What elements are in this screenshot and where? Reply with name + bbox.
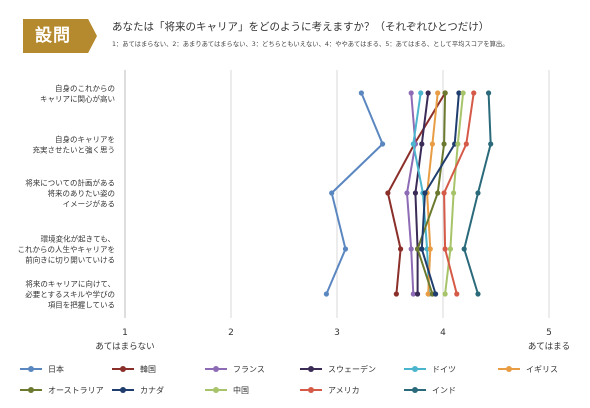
data-point [461, 246, 467, 252]
x-tick-label: 5 [546, 328, 552, 338]
legend-swatch [404, 364, 426, 374]
data-point [435, 90, 441, 96]
data-point [463, 141, 469, 147]
data-point [414, 246, 421, 252]
data-point [385, 190, 391, 196]
data-point [425, 291, 431, 297]
data-point [408, 246, 414, 252]
legend-item: ドイツ [404, 362, 456, 376]
data-point [408, 90, 414, 96]
legend-label: 韓国 [140, 364, 156, 374]
line-chart: 1 2 3 4 5 あてはまらない あてはまる 自身のこれからのキャリアに関心が高い自身のキャ… [18, 70, 570, 352]
legend-swatch [112, 385, 134, 395]
legend-item: インド [404, 383, 456, 397]
legend-item: オーストラリア [20, 383, 104, 397]
badge-label: 設問 [35, 26, 71, 46]
data-point [404, 190, 410, 196]
legend-item: スウェーデン [300, 362, 376, 376]
data-point [455, 141, 461, 147]
data-point [329, 190, 335, 196]
question-text: あなたは「将来のキャリア」をどのように考えますか？（それぞれひとつだけ） [112, 21, 490, 33]
legend-label: インド [432, 385, 456, 395]
legend-swatch [112, 364, 134, 374]
data-point [447, 246, 454, 252]
x-tick-label: 1 [122, 328, 128, 338]
data-point [456, 90, 462, 96]
data-point [410, 141, 416, 147]
data-point [488, 141, 494, 147]
legend-swatch [20, 364, 42, 374]
data-point [435, 190, 441, 196]
data-point [379, 141, 386, 147]
x-tick-label: 3 [334, 328, 340, 338]
legend-label: カナダ [140, 385, 164, 395]
legend-swatch [498, 364, 520, 374]
legend-item: アメリカ [300, 383, 360, 397]
category-label: 自身のキャリアを充実させたいと強く思う [33, 134, 116, 155]
legend-label: アメリカ [328, 385, 360, 395]
data-point [442, 90, 448, 96]
category-label: 自身のこれからのキャリアに関心が高い [40, 83, 115, 104]
legend-label: 日本 [48, 364, 64, 374]
legend-item: 韓国 [112, 362, 156, 376]
data-point [323, 291, 329, 297]
legend-label: スウェーデン [328, 364, 376, 374]
legend-label: 中国 [233, 385, 249, 395]
legend-label: イギリス [526, 364, 558, 374]
series-line [325, 92, 384, 295]
data-point [441, 141, 447, 147]
legend-swatch [300, 364, 322, 374]
category-label: 将来についての計画がある将来のありたい姿のイメージがある [25, 178, 115, 209]
data-point [429, 141, 435, 147]
data-point [398, 246, 404, 252]
legend-item: フランス [205, 362, 265, 376]
legend-item: カナダ [112, 383, 164, 397]
category-label: 環境変化が起きても、これからの人生やキャリアを前向きに切り開いていける [18, 234, 116, 265]
data-point [358, 90, 364, 96]
data-point [418, 90, 424, 96]
data-point [475, 190, 481, 196]
category-label: 将来のキャリアに向けて、必要とするスキルや学びの項目を把握している [25, 279, 115, 310]
x-axis-label-left: あてはまらない [95, 342, 154, 352]
legend-swatch [300, 385, 322, 395]
legend-swatch [404, 385, 426, 395]
legend-label: フランス [233, 364, 265, 374]
data-point [419, 141, 425, 147]
legend-item: イギリス [498, 362, 558, 376]
x-tick-label: 4 [440, 328, 446, 338]
legend-item: 中国 [205, 383, 249, 397]
legend-label: オーストラリア [48, 385, 104, 395]
data-point [442, 246, 448, 252]
data-point [432, 291, 439, 297]
scoring-note: 1：あてはまらない、2：あまりあてはまらない、3：どちらともいえない、4：ややあ… [112, 41, 509, 48]
legend-swatch [205, 385, 227, 395]
data-point [419, 246, 425, 252]
data-point [425, 90, 431, 96]
legend-swatch [20, 385, 42, 395]
data-point [410, 291, 416, 297]
data-point [414, 291, 421, 297]
x-axis-label-right: あてはまる [528, 342, 570, 352]
data-point [412, 190, 419, 196]
legend-swatch [205, 364, 227, 374]
legend-item: 日本 [20, 362, 64, 376]
data-point [442, 291, 448, 297]
data-point [441, 190, 447, 196]
data-point [485, 90, 492, 96]
data-point [393, 291, 399, 297]
data-point [422, 190, 428, 196]
data-point [471, 90, 477, 96]
question-badge: 設問 [23, 19, 97, 53]
data-point [451, 190, 457, 196]
data-point [454, 291, 460, 297]
data-point [427, 246, 433, 252]
x-tick-label: 2 [228, 328, 234, 338]
legend-label: ドイツ [432, 364, 456, 374]
chart-legend: 日本 韓国 フランス スウェーデン ドイツ イギリスオーストラリア カナダ 中国 アメリカ インド [20, 362, 580, 406]
data-point [342, 246, 349, 252]
data-point [475, 291, 481, 297]
data-point [460, 90, 466, 96]
